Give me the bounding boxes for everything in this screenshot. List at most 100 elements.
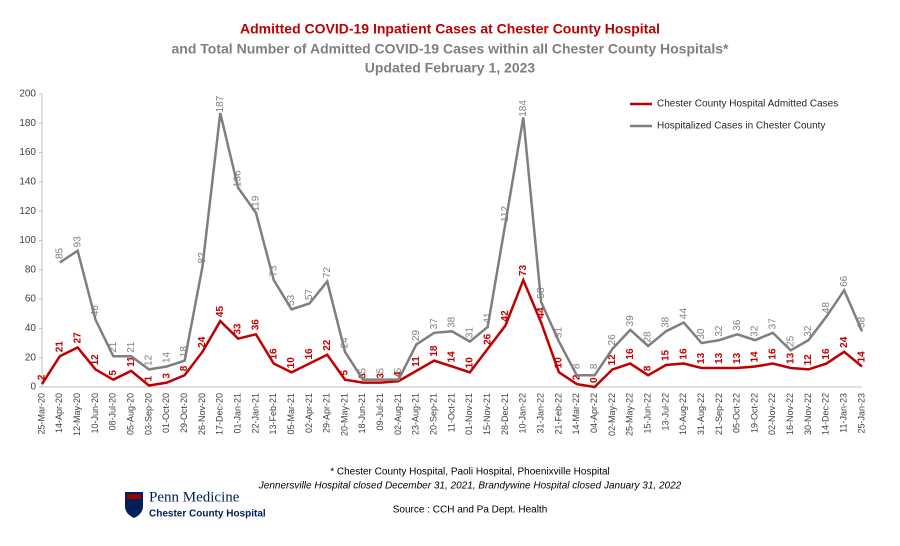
x-tick-label: 05-Mar-21 (286, 393, 296, 435)
x-tick-label: 02-Nov-22 (767, 393, 777, 435)
data-label: 3 (375, 373, 386, 379)
data-label: 21 (126, 341, 137, 353)
data-label: 187 (215, 95, 226, 112)
data-label: 13 (696, 352, 707, 364)
data-label: 26 (482, 333, 493, 345)
x-tick-label: 22-Jan-21 (250, 393, 260, 434)
data-label: 12 (803, 354, 814, 366)
x-tick-label: 25-May-22 (625, 393, 635, 436)
data-label: 58 (536, 287, 547, 299)
data-label: 5 (108, 370, 119, 376)
data-label: 14 (447, 351, 458, 363)
data-label: 16 (625, 348, 636, 360)
y-tick-label: 200 (19, 89, 36, 100)
data-label: 57 (304, 288, 315, 300)
x-tick-label: 13-Jul-22 (660, 393, 670, 431)
series-line (40, 276, 863, 389)
data-label: 12 (90, 354, 101, 366)
data-label: 24 (839, 336, 850, 348)
x-tick-label: 05-Aug-20 (126, 393, 136, 435)
data-label: 12 (144, 354, 155, 366)
data-label: 25 (785, 335, 796, 347)
data-label: 3 (358, 373, 369, 379)
x-tick-label: 29-Oct-20 (179, 393, 189, 433)
data-label: 66 (839, 275, 850, 287)
x-tick-label: 25-Jan-23 (856, 393, 866, 434)
data-label: 16 (268, 348, 279, 360)
logo-band (127, 494, 141, 499)
x-tick-label: 31-Jan-22 (536, 393, 546, 434)
data-label: 37 (768, 318, 779, 330)
data-label: 14 (750, 351, 761, 363)
data-label: 8 (571, 363, 582, 369)
data-label: 13 (785, 352, 796, 364)
data-label: 5 (393, 367, 404, 373)
data-label: 10 (464, 357, 475, 369)
data-label: 72 (322, 267, 333, 279)
data-label: 30 (696, 328, 707, 340)
data-label: 24 (340, 337, 351, 349)
y-tick-label: 40 (25, 323, 37, 334)
data-label: 37 (429, 318, 440, 330)
data-label: 18 (179, 346, 190, 358)
data-label: 32 (714, 325, 725, 337)
legend-label: Hospitalized Cases in Chester County (657, 121, 825, 132)
data-label: 0 (589, 377, 600, 383)
x-tick-label: 04-Apr-22 (589, 393, 599, 433)
data-label: 38 (447, 316, 458, 328)
x-tick-label: 10-Jan-22 (518, 393, 528, 434)
data-label: 13 (714, 352, 725, 364)
x-tick-label: 28-Dec-21 (500, 393, 510, 435)
y-tick-label: 120 (19, 206, 36, 217)
data-label: 13 (732, 352, 743, 364)
y-tick-label: 140 (19, 177, 36, 188)
data-label: 36 (732, 319, 743, 331)
data-label: 10 (554, 357, 565, 369)
y-tick-label: 160 (19, 147, 36, 158)
logo-sub: Chester County Hospital (149, 509, 266, 520)
x-tick-label: 18-Jun-21 (357, 393, 367, 434)
data-label: 16 (821, 348, 832, 360)
data-label: 82 (197, 252, 208, 264)
x-tick-label: 17-Dec-20 (215, 393, 225, 435)
data-label: 16 (304, 348, 315, 360)
data-label: 21 (54, 341, 65, 353)
chart-updated: Updated February 1, 2023 (365, 60, 536, 76)
data-label: 41 (482, 312, 493, 324)
data-label: 27 (72, 332, 83, 344)
data-label: 24 (197, 336, 208, 348)
x-tick-label: 11-Oct-21 (446, 393, 456, 432)
data-label: 93 (72, 236, 83, 248)
data-label: 38 (857, 316, 868, 328)
data-label: 33 (233, 323, 244, 335)
data-label: 31 (554, 327, 565, 339)
x-tick-label: 08-Jul-20 (108, 393, 118, 431)
y-tick-label: 100 (19, 235, 36, 246)
x-tick-label: 19-Oct-22 (749, 393, 759, 433)
data-label: 48 (821, 302, 832, 314)
y-tick-label: 180 (19, 118, 36, 129)
x-tick-label: 03-Sep-20 (143, 393, 153, 435)
x-tick-label: 11-Jan-23 (839, 393, 849, 433)
data-label: 42 (500, 310, 511, 322)
data-label: 26 (607, 334, 618, 346)
data-label: 184 (518, 100, 529, 117)
x-tick-label: 01-Jan-21 (232, 393, 242, 434)
data-label: 85 (54, 247, 65, 259)
data-label: 12 (607, 354, 618, 366)
data-label: 45 (215, 306, 226, 318)
x-tick-label: 09-Jul-21 (375, 393, 385, 431)
data-label: 53 (286, 294, 297, 306)
data-label: 8 (589, 363, 600, 369)
data-label: 22 (322, 339, 333, 351)
data-label: 31 (464, 327, 475, 339)
data-label: 11 (411, 356, 422, 367)
x-tick-label: 14-Dec-22 (821, 393, 831, 435)
data-label: 73 (518, 264, 529, 276)
data-label: 73 (268, 265, 279, 277)
footnote: * Chester County Hospital, Paoli Hospita… (330, 467, 610, 478)
data-label: 4 (393, 371, 404, 377)
data-label: 36 (251, 319, 262, 331)
x-tick-label: 15-Nov-21 (482, 393, 492, 435)
